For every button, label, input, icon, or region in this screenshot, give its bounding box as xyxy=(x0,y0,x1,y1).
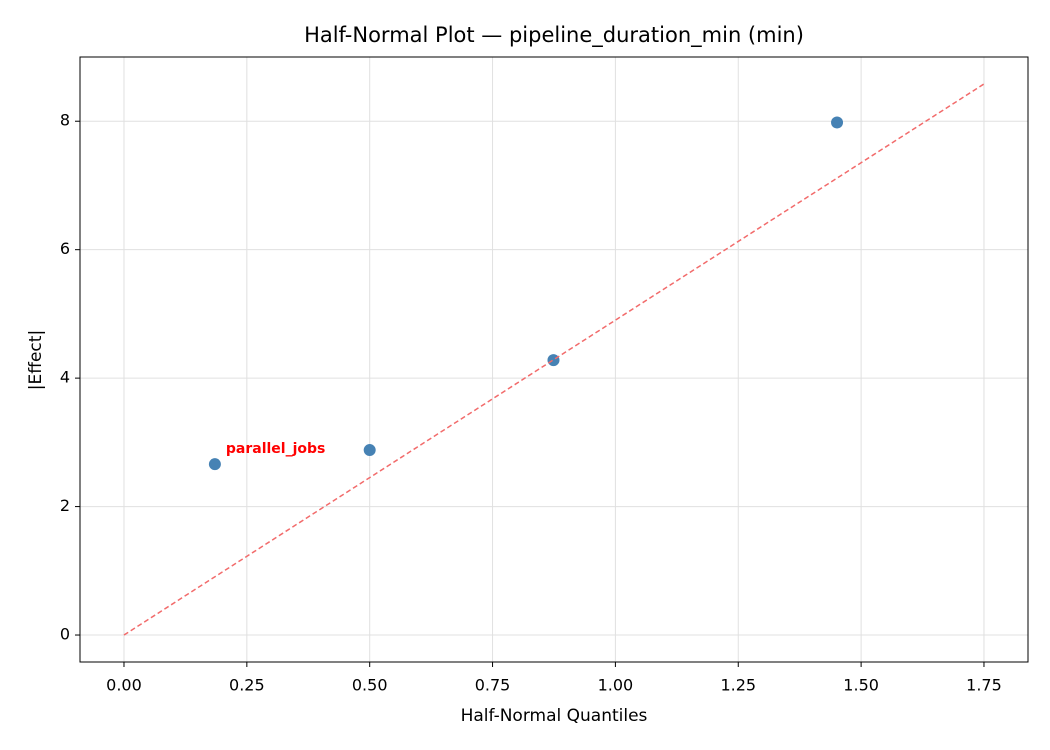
x-tick-label: 1.25 xyxy=(720,676,756,695)
chart-title: Half-Normal Plot — pipeline_duration_min… xyxy=(304,23,804,48)
y-tick-label: 6 xyxy=(60,239,70,258)
point xyxy=(363,444,376,457)
x-tick-label: 1.00 xyxy=(598,676,634,695)
y-axis-label: |Effect| xyxy=(26,330,46,390)
x-tick-label: 0.25 xyxy=(229,676,265,695)
y-tick-label: 0 xyxy=(60,625,70,644)
x-tick-label: 1.50 xyxy=(843,676,879,695)
y-tick-label: 8 xyxy=(60,111,70,130)
annotation: parallel_jobs xyxy=(226,441,325,457)
plot-frame xyxy=(79,56,1029,663)
point xyxy=(547,354,560,367)
x-tick-label: 0.75 xyxy=(475,676,511,695)
y-tick-label: 2 xyxy=(60,496,70,515)
x-axis-label: Half-Normal Quantiles xyxy=(461,706,648,726)
x-tick-label: 0.50 xyxy=(352,676,388,695)
reference-line xyxy=(123,83,985,636)
x-tick-label: 1.75 xyxy=(966,676,1002,695)
point xyxy=(208,458,221,471)
x-tick-label: 0.00 xyxy=(106,676,142,695)
y-tick-label: 4 xyxy=(60,368,70,387)
point xyxy=(831,116,844,129)
